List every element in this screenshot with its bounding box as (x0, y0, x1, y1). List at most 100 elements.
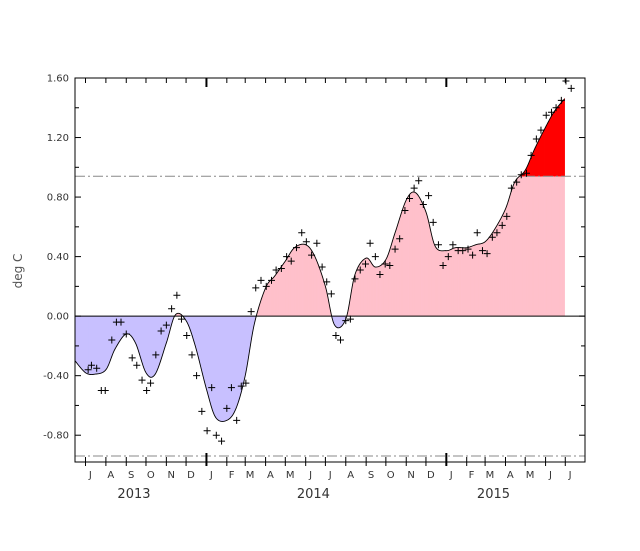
observation-marker (183, 331, 191, 339)
observation-marker (242, 379, 250, 387)
observation-marker (247, 308, 255, 316)
x-month-label: J (568, 470, 572, 481)
x-month-label: F (469, 470, 475, 481)
observation-marker (298, 229, 306, 237)
observation-marker (128, 354, 136, 362)
x-month-label: M (526, 470, 535, 481)
x-month-label: J (88, 470, 92, 481)
observation-marker (366, 239, 374, 247)
observation-marker (415, 177, 423, 185)
observation-marker (117, 318, 125, 326)
observation-marker (439, 262, 447, 270)
observation-marker (168, 305, 176, 313)
observation-marker (208, 384, 216, 392)
observation-marker (93, 364, 101, 372)
x-month-label: D (427, 470, 435, 481)
observation-marker (464, 245, 472, 253)
observation-marker (223, 404, 231, 412)
observation-marker (356, 266, 364, 274)
observation-marker (523, 169, 531, 177)
observation-marker (532, 135, 540, 143)
x-month-label: J (548, 470, 552, 481)
observation-marker (444, 253, 452, 261)
x-month-label: J (328, 470, 332, 481)
observation-marker (272, 266, 280, 274)
observation-marker (193, 372, 201, 380)
x-month-label: M (286, 470, 295, 481)
observation-markers (84, 77, 575, 445)
observation-marker (478, 247, 486, 255)
x-year-label: 2013 (117, 487, 150, 502)
x-month-label: S (128, 470, 134, 481)
observation-marker (552, 104, 560, 112)
observation-marker (391, 245, 399, 253)
x-month-label: N (167, 470, 174, 481)
observation-marker (101, 387, 109, 395)
observation-marker (419, 201, 427, 209)
x-month-label: O (387, 470, 395, 481)
x-month-label: A (267, 470, 274, 481)
observation-marker (425, 192, 433, 200)
observation-marker (327, 290, 335, 298)
observation-marker (337, 336, 345, 344)
observation-marker (542, 111, 550, 119)
observation-marker (133, 361, 141, 369)
observation-marker (469, 251, 477, 259)
observation-marker (376, 270, 384, 278)
observation-marker (283, 253, 291, 261)
observation-marker (302, 238, 310, 246)
observation-marker (108, 336, 116, 344)
observation-marker (488, 233, 496, 241)
x-month-label: A (507, 470, 514, 481)
observation-marker (122, 330, 130, 338)
observation-marker (386, 262, 394, 270)
observation-marker (401, 206, 409, 214)
observation-marker (203, 427, 211, 435)
observation-marker (557, 96, 565, 104)
observation-marker (177, 315, 185, 323)
observation-marker (252, 284, 260, 292)
x-month-label: J (449, 470, 453, 481)
observation-marker (498, 221, 506, 229)
observation-marker (406, 195, 414, 203)
observation-marker (537, 126, 545, 134)
x-month-label: F (229, 470, 235, 481)
observation-marker (473, 229, 481, 237)
observation-marker (157, 327, 165, 335)
observation-marker (218, 437, 226, 445)
observation-marker (87, 361, 95, 369)
observation-marker (323, 278, 331, 286)
observation-marker (287, 257, 295, 265)
observation-marker (513, 178, 521, 186)
x-month-label: J (308, 470, 312, 481)
x-month-label: A (107, 470, 114, 481)
x-month-label: S (368, 470, 374, 481)
x-year-label: 2014 (297, 487, 330, 502)
y-tick-label: -0.40 (43, 371, 69, 382)
observation-marker (371, 253, 379, 261)
observation-marker (318, 263, 326, 271)
observation-marker (233, 416, 241, 424)
x-year-label: 2015 (477, 487, 510, 502)
plot-frame (74, 77, 586, 463)
observation-marker (162, 321, 170, 329)
y-tick-label: 1.20 (47, 133, 69, 144)
fill-areas (74, 98, 565, 422)
observation-marker (527, 151, 535, 159)
y-tick-label: 1.60 (47, 74, 69, 85)
observation-marker (493, 229, 501, 237)
y-tick-label: 0.40 (47, 252, 69, 263)
observation-marker (483, 250, 491, 258)
observation-marker (308, 251, 316, 259)
observation-marker (361, 260, 369, 268)
x-month-label: J (209, 470, 213, 481)
observation-marker (237, 382, 245, 390)
observation-marker (138, 376, 146, 384)
smoothed-curve (74, 98, 565, 422)
observation-marker (459, 247, 467, 255)
observation-marker (173, 291, 181, 299)
observation-marker (449, 241, 457, 249)
observation-marker (143, 387, 151, 395)
x-month-label: A (347, 470, 354, 481)
